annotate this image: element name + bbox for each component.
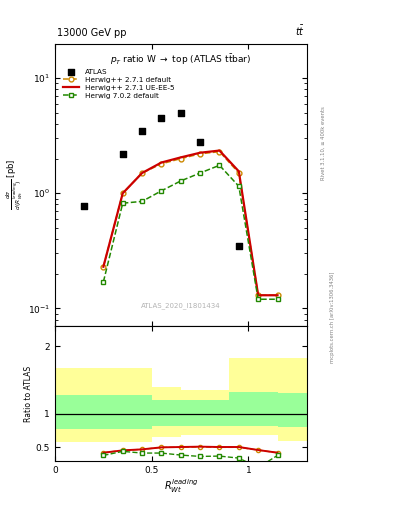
Herwig++ 2.7.1 UE-EE-5: [237, 168, 241, 175]
Herwig++ 2.7.1 UE-EE-5: [217, 147, 222, 154]
ATLAS: [158, 114, 165, 122]
Herwig++ 2.7.1 UE-EE-5: [275, 292, 280, 298]
ATLAS: [236, 242, 242, 250]
Text: $p_T$ ratio W $\rightarrow$ top (ATLAS t$\bar{\mathrm{t}}$bar): $p_T$ ratio W $\rightarrow$ top (ATLAS t…: [110, 52, 252, 67]
Herwig 7.0.2 default: [217, 162, 222, 168]
X-axis label: $R_{Wt}^{leading}$: $R_{Wt}^{leading}$: [163, 477, 198, 495]
Text: ATLAS_2020_I1801434: ATLAS_2020_I1801434: [141, 303, 220, 309]
Herwig++ 2.7.1 UE-EE-5: [140, 170, 145, 176]
Line: Herwig 7.0.2 default: Herwig 7.0.2 default: [101, 163, 280, 302]
Text: $t\bar{t}$: $t\bar{t}$: [295, 25, 305, 38]
Herwig 7.0.2 default: [159, 188, 164, 194]
Herwig++ 2.7.1 UE-EE-5: [101, 264, 106, 270]
Herwig++ 2.7.1 default: [217, 148, 222, 155]
Herwig 7.0.2 default: [237, 183, 241, 189]
Herwig 7.0.2 default: [140, 198, 145, 204]
Herwig++ 2.7.1 default: [256, 292, 261, 298]
Y-axis label: $\frac{d\sigma}{d\,(R_{Wt}^{leading})}$ [pb]: $\frac{d\sigma}{d\,(R_{Wt}^{leading})}$ …: [5, 159, 25, 210]
Text: Rivet 3.1.10, ≥ 400k events: Rivet 3.1.10, ≥ 400k events: [320, 106, 325, 180]
Herwig 7.0.2 default: [178, 178, 183, 184]
Herwig++ 2.7.1 UE-EE-5: [159, 159, 164, 165]
Herwig 7.0.2 default: [101, 279, 106, 285]
Herwig++ 2.7.1 default: [275, 292, 280, 298]
Text: mcplots.cern.ch [arXiv:1306.3436]: mcplots.cern.ch [arXiv:1306.3436]: [330, 272, 335, 363]
ATLAS: [139, 126, 145, 135]
Herwig++ 2.7.1 default: [178, 156, 183, 162]
Text: 13000 GeV pp: 13000 GeV pp: [57, 28, 127, 38]
Legend: ATLAS, Herwig++ 2.7.1 default, Herwig++ 2.7.1 UE-EE-5, Herwig 7.0.2 default: ATLAS, Herwig++ 2.7.1 default, Herwig++ …: [61, 67, 177, 101]
Herwig++ 2.7.1 UE-EE-5: [120, 190, 125, 196]
Herwig++ 2.7.1 UE-EE-5: [178, 154, 183, 160]
Herwig++ 2.7.1 UE-EE-5: [198, 150, 202, 156]
Herwig++ 2.7.1 default: [159, 161, 164, 167]
Herwig++ 2.7.1 default: [237, 170, 241, 176]
Herwig 7.0.2 default: [120, 200, 125, 206]
Herwig 7.0.2 default: [198, 170, 202, 176]
Herwig++ 2.7.1 default: [120, 190, 125, 196]
Line: Herwig++ 2.7.1 default: Herwig++ 2.7.1 default: [101, 149, 280, 297]
ATLAS: [178, 109, 184, 117]
Y-axis label: Ratio to ATLAS: Ratio to ATLAS: [24, 366, 33, 421]
Herwig 7.0.2 default: [275, 296, 280, 302]
Herwig++ 2.7.1 default: [101, 264, 106, 270]
Herwig++ 2.7.1 default: [140, 170, 145, 176]
Herwig++ 2.7.1 default: [198, 151, 202, 157]
ATLAS: [197, 138, 203, 146]
Line: Herwig++ 2.7.1 UE-EE-5: Herwig++ 2.7.1 UE-EE-5: [103, 151, 277, 295]
Herwig++ 2.7.1 UE-EE-5: [256, 292, 261, 298]
ATLAS: [119, 150, 126, 158]
Herwig 7.0.2 default: [256, 296, 261, 302]
ATLAS: [81, 202, 87, 210]
